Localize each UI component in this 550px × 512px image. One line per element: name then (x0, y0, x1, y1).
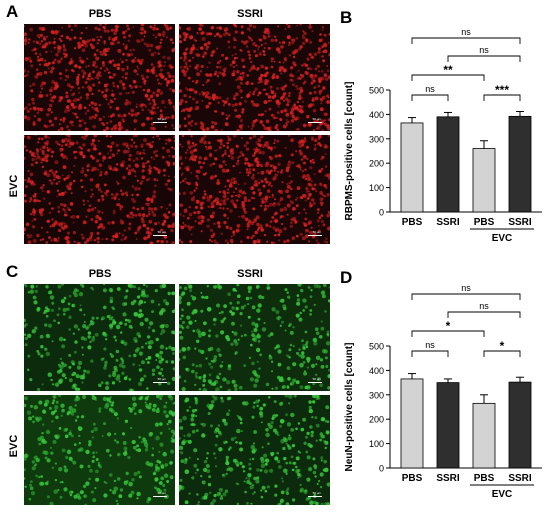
y-tick-label: 0 (379, 464, 384, 474)
significance-label: ns (425, 340, 435, 350)
panel-letter-a: A (6, 2, 19, 21)
significance-bracket (411, 293, 521, 300)
bar (472, 148, 496, 213)
bar (400, 122, 424, 213)
significance-label: * (446, 319, 451, 333)
significance-label: ns (479, 45, 489, 55)
significance-bracket (411, 330, 485, 337)
significance-label: *** (495, 83, 509, 97)
x-tick-label: PBS (474, 473, 495, 484)
scale-bar-label: 50 µm (312, 491, 321, 495)
x-tick-label: SSRI (508, 473, 532, 484)
micro-image-c-evc-pbs: 50 µm (24, 395, 175, 505)
panel-letter-b: B (340, 8, 353, 27)
significance-bracket (447, 55, 521, 62)
panel-a-row-evc: EVC (8, 174, 20, 198)
significance-label: ns (461, 28, 471, 37)
y-tick-label: 300 (369, 134, 384, 144)
micro-image-c-evc-ssri: 50 µm (179, 395, 330, 505)
scale-bar (153, 496, 167, 497)
panel-letter-d: D (340, 268, 353, 287)
panel-c-col-pbs: PBS (88, 268, 112, 280)
bar (472, 402, 496, 469)
scale-bar (308, 235, 322, 236)
x-tick-label: PBS (402, 473, 423, 484)
y-tick-label: 100 (369, 439, 384, 449)
significance-label: ns (461, 284, 471, 293)
y-tick-label: 500 (369, 342, 384, 352)
x-tick-label: PBS (474, 217, 495, 228)
y-tick-label: 500 (369, 86, 384, 96)
y-tick-label: 0 (379, 208, 384, 218)
x-tick-label: PBS (402, 217, 423, 228)
panel-c-row-evc: EVC (8, 434, 20, 458)
scale-bar-label: 50 µm (312, 117, 321, 121)
scale-bar-label: 50 µm (157, 377, 166, 381)
significance-bracket (447, 311, 521, 318)
micro-image-c-pbs: 50 µm (24, 284, 175, 391)
significance-bracket (411, 74, 485, 81)
x-tick-label: SSRI (436, 473, 460, 484)
significance-bracket (483, 350, 521, 357)
y-axis-label: NeuN-positive cells [count] (344, 343, 355, 472)
significance-bracket (483, 94, 521, 101)
group-label: EVC (492, 489, 513, 500)
scale-bar (308, 496, 322, 497)
scale-bar-label: 50 µm (312, 230, 321, 234)
micro-image-a-ssri: 50 µm (179, 24, 330, 131)
chart-b: RBPMS-positive cells [count] 0 100 200 300 40… (344, 28, 542, 244)
scale-bar-label: 50 µm (312, 377, 321, 381)
scale-bar-label: 50 µm (157, 117, 166, 121)
scale-bar (308, 122, 322, 123)
significance-bracket (411, 94, 449, 101)
group-label: EVC (492, 233, 513, 244)
significance-label: ** (443, 63, 453, 77)
x-tick-label: SSRI (436, 217, 460, 228)
micro-image-c-ssri: 50 µm (179, 284, 330, 391)
scale-bar (153, 122, 167, 123)
significance-label: ns (425, 84, 435, 94)
significance-bracket (411, 37, 521, 44)
significance-label: ns (479, 301, 489, 311)
scale-bar (153, 235, 167, 236)
y-tick-label: 200 (369, 415, 384, 425)
y-tick-label: 400 (369, 110, 384, 120)
panel-a-col-pbs: PBS (88, 8, 112, 20)
chart-d: NeuN-positive cells [count] 0 100 200 300 400… (344, 284, 542, 500)
bar (508, 381, 532, 469)
micro-image-a-evc-ssri: 50 µm (179, 135, 330, 244)
significance-bracket (411, 350, 449, 357)
panel-a-col-ssri: SSRI (237, 8, 263, 20)
significance-label: * (500, 339, 505, 353)
scale-bar-label: 50 µm (157, 491, 166, 495)
micro-image-a-pbs: 50 µm (24, 24, 175, 131)
panel-letter-c: C (6, 262, 19, 281)
bar (436, 382, 460, 469)
bar (436, 116, 460, 213)
y-tick-label: 100 (369, 183, 384, 193)
x-tick-label: SSRI (508, 217, 532, 228)
scale-bar-label: 50 µm (157, 230, 166, 234)
scale-bar (308, 382, 322, 383)
y-tick-label: 300 (369, 390, 384, 400)
y-axis-label: RBPMS-positive cells [count] (344, 82, 355, 221)
bar (400, 378, 424, 469)
panel-c-col-ssri: SSRI (237, 268, 263, 280)
micro-image-a-evc-pbs: 50 µm (24, 135, 175, 244)
bar (508, 115, 532, 213)
y-tick-label: 200 (369, 159, 384, 169)
scale-bar (153, 382, 167, 383)
y-tick-label: 400 (369, 366, 384, 376)
